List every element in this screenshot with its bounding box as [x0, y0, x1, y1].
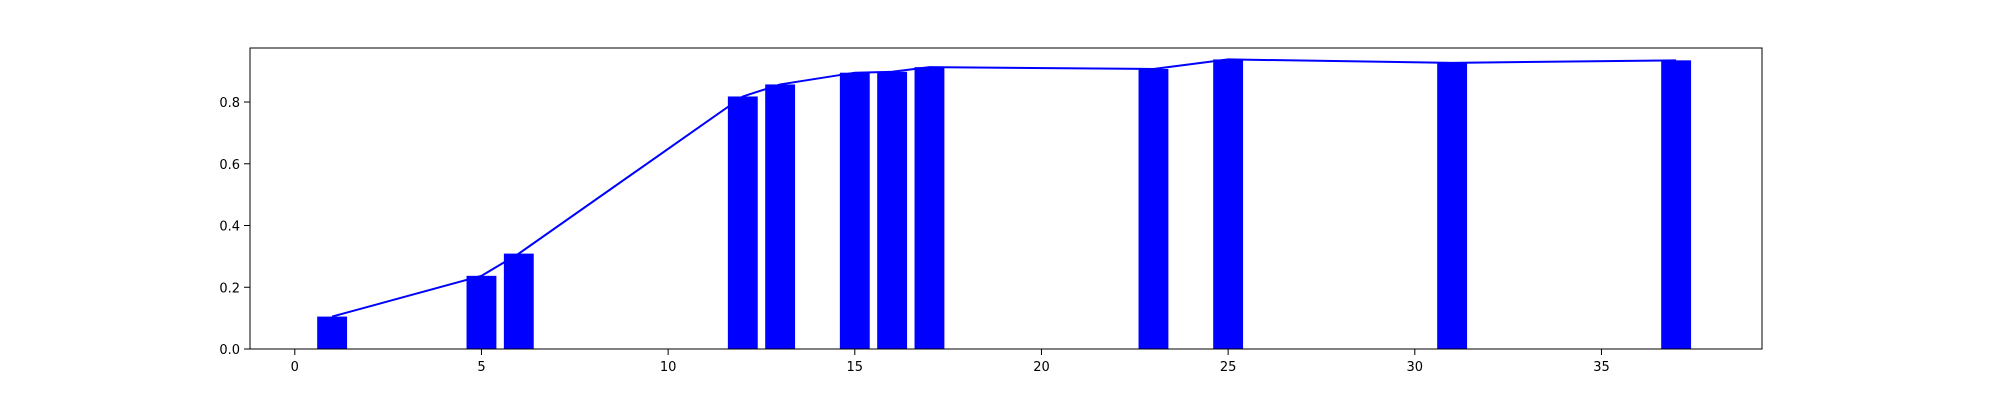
bar-5: [466, 275, 497, 349]
x-tick-label: 10: [660, 360, 677, 375]
bar-13: [765, 84, 796, 350]
x-tick-label: 0: [291, 360, 299, 375]
bar-1: [317, 316, 348, 349]
bar-31: [1437, 62, 1468, 350]
bar-17: [914, 67, 945, 350]
y-tick-label: 0.6: [219, 158, 240, 173]
plot-frame: [249, 47, 1763, 350]
bar-6: [503, 253, 534, 349]
y-axis-ticks: 0.0 0.2 0.4 0.6 0.8: [219, 96, 250, 358]
x-axis-ticks: 0 5 10 15 20 25 30 35: [291, 349, 1610, 375]
bar-23: [1138, 68, 1169, 349]
x-tick-label: 30: [1407, 360, 1424, 375]
x-tick-label: 20: [1033, 360, 1050, 375]
bars-group: [317, 59, 1692, 350]
x-tick-label: 25: [1220, 360, 1237, 375]
y-tick-label: 0.0: [219, 343, 240, 358]
bar-12: [727, 96, 758, 349]
x-tick-label: 15: [847, 360, 864, 375]
bar-25: [1213, 59, 1244, 349]
y-tick-label: 0.4: [219, 220, 240, 235]
bar-16: [877, 71, 908, 350]
y-tick-label: 0.8: [219, 96, 240, 111]
line-group: [331, 58, 1677, 318]
bar-15: [839, 72, 870, 349]
trend-line: [331, 58, 1677, 318]
x-tick-label: 35: [1593, 360, 1610, 375]
x-tick-label: 5: [477, 360, 485, 375]
y-tick-label: 0.2: [219, 281, 240, 296]
bar-37: [1661, 60, 1692, 349]
